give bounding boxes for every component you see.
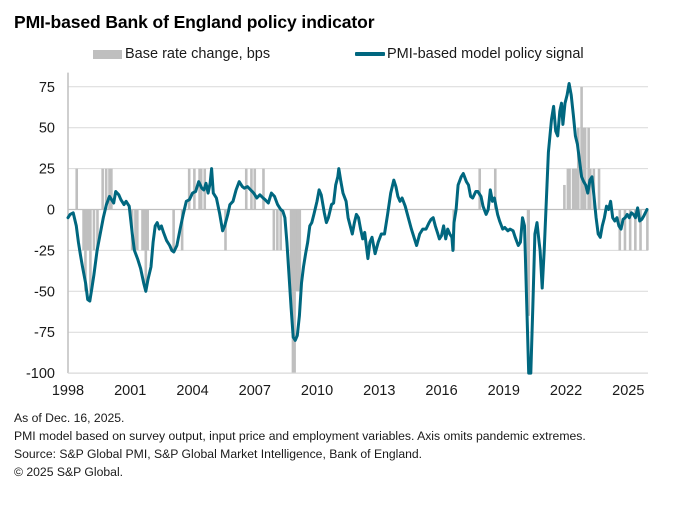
- bar: [575, 168, 578, 210]
- bar: [279, 209, 283, 251]
- legend-label-policy-signal: PMI-based model policy signal: [387, 46, 584, 62]
- bar: [85, 209, 89, 251]
- bar: [180, 209, 184, 251]
- bar: [272, 209, 276, 251]
- bar: [628, 209, 632, 251]
- bar: [276, 209, 279, 251]
- note-date: As of Dec. 16, 2025.: [14, 411, 125, 425]
- chart-title: PMI-based Bank of England policy indicat…: [14, 12, 375, 32]
- y-tick-label: -25: [34, 243, 55, 259]
- note-methodology: PMI model based on survey output, input …: [14, 429, 586, 443]
- gridlines: [68, 86, 648, 333]
- bar: [587, 127, 590, 210]
- bar: [582, 127, 585, 210]
- bar: [136, 209, 139, 251]
- bar: [563, 184, 566, 210]
- bar: [87, 209, 91, 251]
- bar: [573, 168, 577, 210]
- bar: [198, 168, 201, 210]
- y-tick-label: -100: [26, 366, 55, 382]
- y-tick-label: -50: [34, 284, 55, 300]
- x-tick-label: 2022: [550, 383, 582, 399]
- bar: [646, 209, 649, 251]
- axes: [67, 72, 648, 374]
- bar: [623, 209, 627, 251]
- x-tick-label: 2001: [114, 383, 146, 399]
- legend-item-policy-signal: PMI-based model policy signal: [355, 46, 584, 62]
- bar: [478, 168, 482, 210]
- x-tick-label: 1998: [52, 383, 84, 399]
- bar: [142, 209, 146, 251]
- bar: [146, 209, 149, 251]
- bar: [566, 168, 570, 210]
- bar: [296, 209, 300, 292]
- bar: [576, 127, 580, 210]
- bar: [104, 168, 108, 210]
- x-tick-label: 2004: [176, 383, 208, 399]
- bar: [82, 209, 85, 251]
- bar: [634, 209, 637, 251]
- x-tick-label: 2019: [488, 383, 520, 399]
- policy-signal-line: [66, 82, 649, 375]
- x-tick-label: 2013: [363, 383, 395, 399]
- bar: [289, 209, 293, 292]
- bar: [293, 209, 296, 374]
- bar: [568, 168, 571, 210]
- bar: [110, 168, 113, 210]
- bar: [571, 168, 575, 210]
- bar: [224, 209, 227, 251]
- bar: [108, 168, 111, 210]
- bar-series: [75, 86, 649, 374]
- x-tick-label: 2010: [301, 383, 333, 399]
- bar: [597, 168, 601, 210]
- bar: [144, 209, 148, 292]
- x-tick-label: 2007: [239, 383, 271, 399]
- bar: [639, 209, 642, 251]
- y-tick-label: 50: [39, 121, 55, 137]
- bar: [291, 209, 295, 374]
- note-copyright: © 2025 S&P Global.: [14, 465, 124, 479]
- note-source: Source: S&P Global PMI, S&P Global Marke…: [14, 447, 423, 461]
- x-axis-ticks: 1998 2001 2004 2007 2010 2013 2016 2019 2022 2025: [52, 383, 645, 399]
- bar: [92, 209, 96, 251]
- bar: [298, 209, 302, 292]
- line-swatch-icon: [355, 52, 385, 56]
- legend-item-base-rate: Base rate change, bps: [93, 46, 270, 62]
- bar: [134, 209, 137, 251]
- y-axis-ticks: 75 50 25 0 -25 -50 -75 -100: [26, 80, 55, 382]
- x-tick-label: 2016: [425, 383, 457, 399]
- y-tick-label: 0: [47, 203, 55, 219]
- bar: [101, 168, 104, 210]
- bar: [589, 168, 592, 210]
- bar: [89, 209, 92, 292]
- bar: [580, 86, 583, 210]
- bar: [84, 209, 87, 292]
- bar: [244, 168, 248, 210]
- bar: [262, 168, 265, 210]
- bar: [193, 168, 196, 210]
- y-tick-label: 75: [39, 80, 55, 96]
- bar-swatch-icon: [93, 49, 122, 59]
- bar: [493, 168, 497, 210]
- bar: [75, 168, 79, 210]
- bar: [527, 209, 530, 316]
- line-series: [66, 82, 649, 375]
- bar: [141, 209, 144, 251]
- y-tick-label: 25: [39, 162, 55, 178]
- bar: [187, 168, 191, 210]
- bar: [253, 168, 257, 210]
- footnotes: As of Dec. 16, 2025. PMI model based on …: [14, 409, 586, 481]
- bar: [583, 127, 587, 210]
- bar: [96, 209, 99, 251]
- x-tick-label: 2025: [612, 383, 644, 399]
- y-tick-label: -75: [34, 325, 55, 341]
- bar: [294, 209, 298, 292]
- legend-label-base-rate: Base rate change, bps: [125, 46, 271, 62]
- bar: [172, 209, 175, 251]
